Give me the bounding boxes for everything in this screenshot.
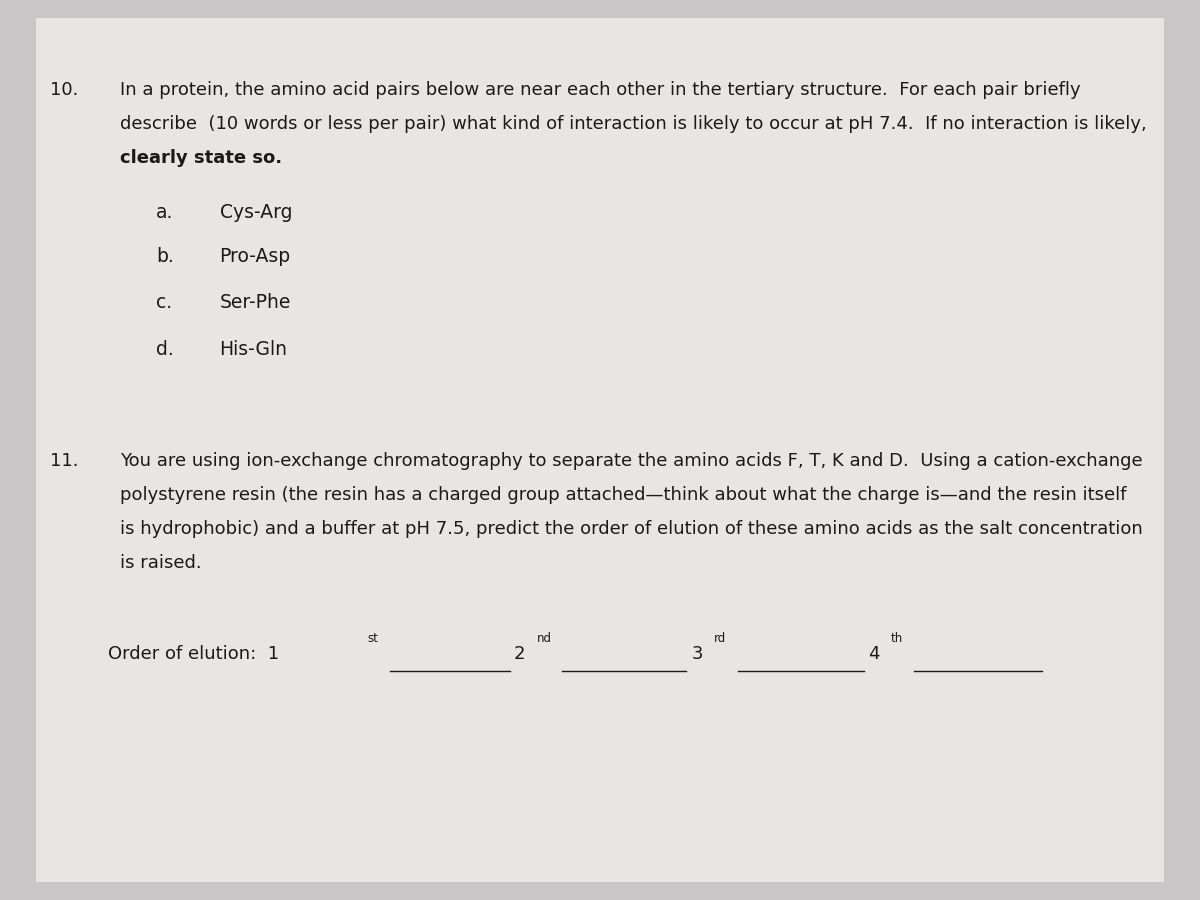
Text: st: st: [367, 632, 378, 644]
Text: 4: 4: [868, 645, 880, 663]
Text: His-Gln: His-Gln: [220, 340, 288, 359]
Text: a.: a.: [156, 202, 173, 221]
Text: c.: c.: [156, 292, 172, 311]
Text: polystyrene resin (the resin has a charged group attached—think about what the c: polystyrene resin (the resin has a charg…: [120, 486, 1127, 504]
Text: In a protein, the amino acid pairs below are near each other in the tertiary str: In a protein, the amino acid pairs below…: [120, 81, 1081, 99]
Text: is hydrophobic) and a buffer at pH 7.5, predict the order of elution of these am: is hydrophobic) and a buffer at pH 7.5, …: [120, 520, 1142, 538]
Text: 10.: 10.: [50, 81, 79, 99]
Text: clearly state so.: clearly state so.: [120, 149, 282, 167]
Text: nd: nd: [536, 632, 552, 644]
Text: Order of elution:  1: Order of elution: 1: [108, 645, 280, 663]
Text: d.: d.: [156, 340, 174, 359]
Text: describe  (10 words or less per pair) what kind of interaction is likely to occu: describe (10 words or less per pair) wha…: [120, 115, 1147, 133]
Text: You are using ion-exchange chromatography to separate the amino acids F, T, K an: You are using ion-exchange chromatograph…: [120, 452, 1142, 470]
Text: 2: 2: [514, 645, 526, 663]
Text: b.: b.: [156, 248, 174, 266]
Text: 11.: 11.: [50, 452, 79, 470]
Text: rd: rd: [714, 632, 726, 644]
Text: is raised.: is raised.: [120, 554, 202, 572]
Text: th: th: [890, 632, 902, 644]
Text: Cys-Arg: Cys-Arg: [220, 202, 292, 221]
Text: 3: 3: [691, 645, 703, 663]
Text: Pro-Asp: Pro-Asp: [220, 248, 290, 266]
Text: Ser-Phe: Ser-Phe: [220, 292, 290, 311]
